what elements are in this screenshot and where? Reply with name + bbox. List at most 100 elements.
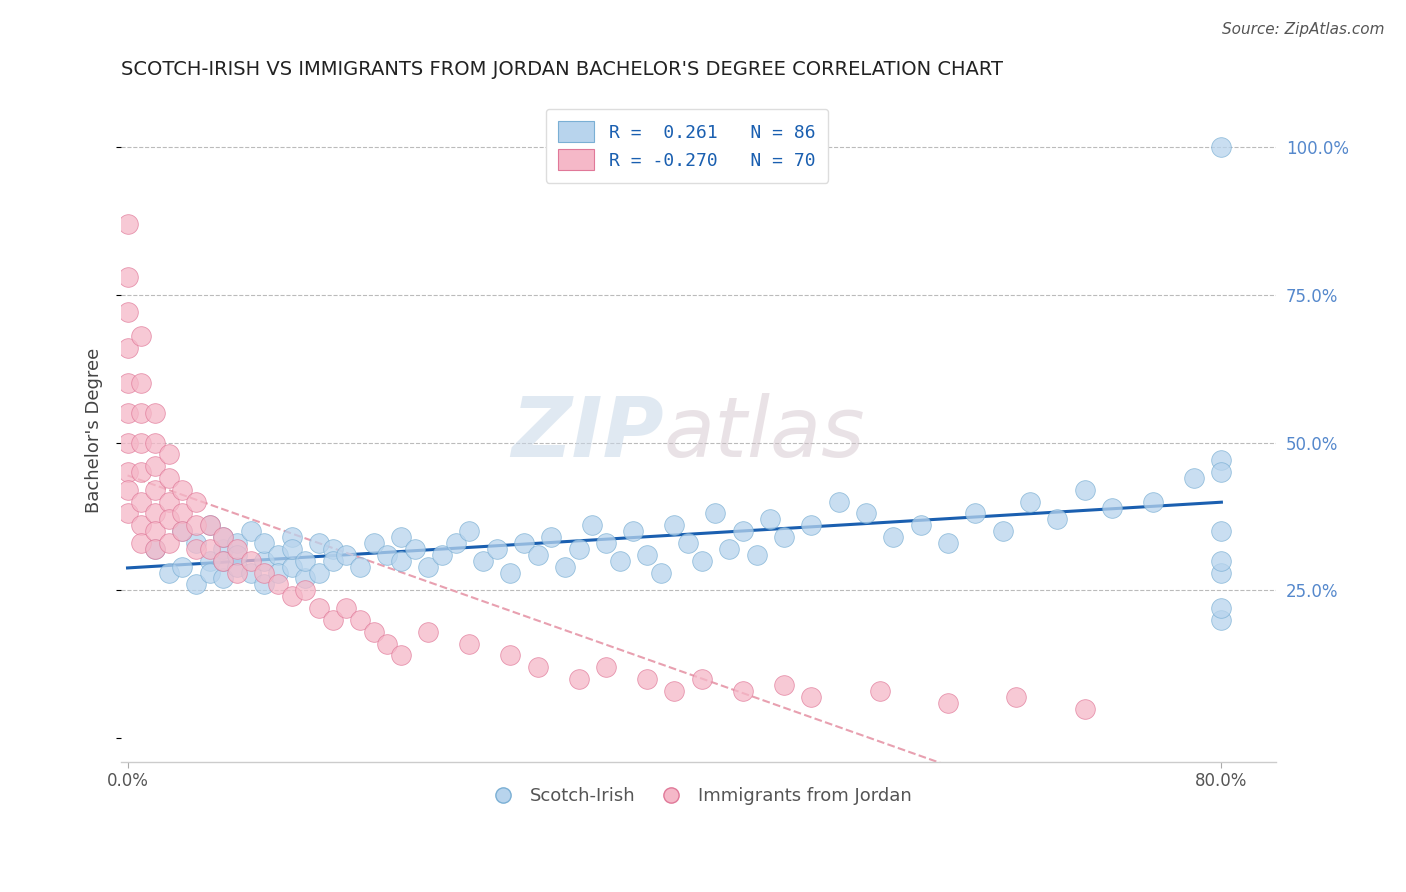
Point bbox=[129, 329, 152, 343]
Point bbox=[253, 577, 276, 591]
Point bbox=[595, 660, 617, 674]
Point bbox=[129, 494, 152, 508]
Point bbox=[117, 270, 139, 285]
Point bbox=[143, 541, 166, 556]
Text: atlas: atlas bbox=[664, 393, 865, 475]
Point bbox=[472, 554, 495, 568]
Point bbox=[526, 660, 548, 674]
Point bbox=[267, 548, 290, 562]
Point bbox=[212, 530, 235, 544]
Point bbox=[1211, 465, 1233, 479]
Point bbox=[280, 589, 302, 603]
Point bbox=[718, 541, 741, 556]
Point bbox=[280, 530, 302, 544]
Point bbox=[212, 530, 235, 544]
Point bbox=[212, 541, 235, 556]
Point bbox=[129, 406, 152, 420]
Point bbox=[636, 672, 658, 686]
Point bbox=[800, 690, 823, 704]
Point bbox=[664, 683, 686, 698]
Point bbox=[800, 518, 823, 533]
Point bbox=[855, 507, 877, 521]
Point bbox=[773, 530, 796, 544]
Point bbox=[198, 566, 221, 580]
Point bbox=[704, 507, 727, 521]
Point bbox=[1211, 554, 1233, 568]
Point bbox=[198, 518, 221, 533]
Point bbox=[1046, 512, 1069, 526]
Point bbox=[650, 566, 672, 580]
Legend: Scotch-Irish, Immigrants from Jordan: Scotch-Irish, Immigrants from Jordan bbox=[477, 780, 920, 813]
Point bbox=[1211, 613, 1233, 627]
Point bbox=[294, 583, 316, 598]
Point bbox=[676, 536, 699, 550]
Point bbox=[1182, 471, 1205, 485]
Point bbox=[239, 554, 262, 568]
Point bbox=[936, 696, 959, 710]
Point bbox=[1142, 494, 1164, 508]
Point bbox=[184, 494, 207, 508]
Point bbox=[363, 624, 385, 639]
Point bbox=[745, 548, 768, 562]
Point bbox=[129, 435, 152, 450]
Point bbox=[172, 483, 194, 497]
Text: Source: ZipAtlas.com: Source: ZipAtlas.com bbox=[1222, 22, 1385, 37]
Point bbox=[349, 613, 371, 627]
Point bbox=[253, 566, 276, 580]
Point bbox=[267, 566, 290, 580]
Point bbox=[322, 554, 344, 568]
Point bbox=[129, 376, 152, 391]
Point bbox=[609, 554, 631, 568]
Point bbox=[1211, 524, 1233, 539]
Point bbox=[143, 459, 166, 474]
Point bbox=[157, 512, 180, 526]
Point bbox=[595, 536, 617, 550]
Point bbox=[513, 536, 536, 550]
Point bbox=[1019, 494, 1042, 508]
Text: SCOTCH-IRISH VS IMMIGRANTS FROM JORDAN BACHELOR'S DEGREE CORRELATION CHART: SCOTCH-IRISH VS IMMIGRANTS FROM JORDAN B… bbox=[121, 60, 1002, 78]
Point bbox=[499, 566, 522, 580]
Point bbox=[198, 554, 221, 568]
Point bbox=[157, 471, 180, 485]
Point bbox=[882, 530, 904, 544]
Point bbox=[322, 613, 344, 627]
Point bbox=[198, 541, 221, 556]
Point bbox=[759, 512, 782, 526]
Point bbox=[308, 601, 330, 615]
Point bbox=[294, 572, 316, 586]
Point bbox=[157, 494, 180, 508]
Point bbox=[172, 524, 194, 539]
Point bbox=[731, 683, 754, 698]
Point bbox=[827, 494, 849, 508]
Point bbox=[280, 559, 302, 574]
Point bbox=[869, 683, 891, 698]
Point bbox=[991, 524, 1014, 539]
Point bbox=[117, 507, 139, 521]
Point bbox=[418, 559, 440, 574]
Point bbox=[389, 648, 412, 663]
Point bbox=[389, 554, 412, 568]
Point bbox=[117, 465, 139, 479]
Point bbox=[184, 536, 207, 550]
Point bbox=[1101, 500, 1123, 515]
Point bbox=[965, 507, 987, 521]
Point bbox=[335, 548, 357, 562]
Point bbox=[239, 566, 262, 580]
Point bbox=[499, 648, 522, 663]
Point bbox=[143, 541, 166, 556]
Point bbox=[910, 518, 932, 533]
Point bbox=[253, 536, 276, 550]
Point bbox=[581, 518, 603, 533]
Point bbox=[184, 541, 207, 556]
Point bbox=[1073, 701, 1095, 715]
Point bbox=[623, 524, 645, 539]
Point bbox=[1211, 601, 1233, 615]
Point bbox=[117, 376, 139, 391]
Point bbox=[117, 435, 139, 450]
Point bbox=[404, 541, 426, 556]
Point bbox=[308, 536, 330, 550]
Point bbox=[226, 536, 249, 550]
Point bbox=[212, 554, 235, 568]
Point bbox=[198, 518, 221, 533]
Point bbox=[568, 672, 591, 686]
